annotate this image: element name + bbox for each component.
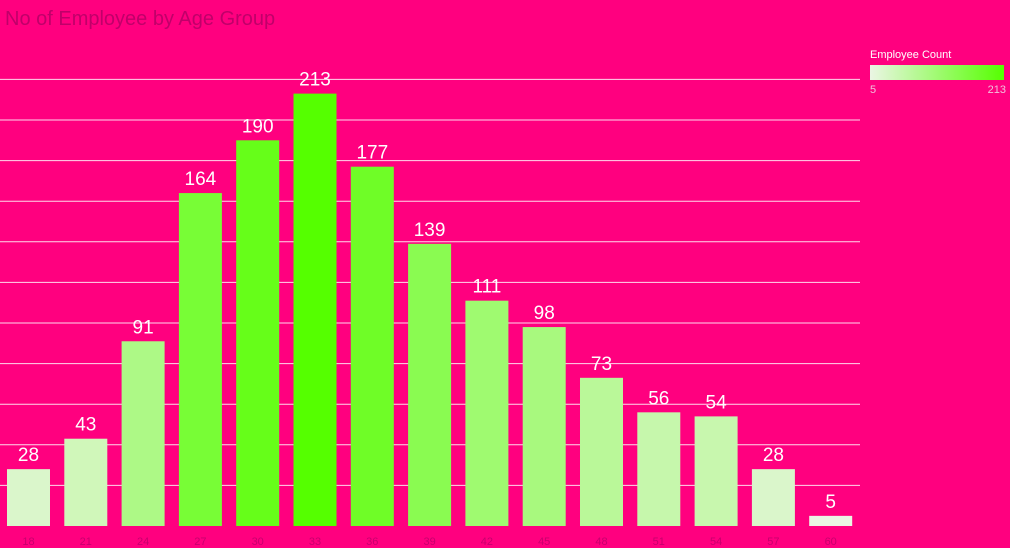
bar-age-57[interactable] xyxy=(751,469,795,526)
legend-max-label: 213 xyxy=(987,84,1006,96)
x-tick-label: 33 xyxy=(309,536,321,548)
bar-age-24[interactable] xyxy=(121,341,165,526)
x-tick-label: 39 xyxy=(423,536,435,548)
bar-value-label: 98 xyxy=(534,303,555,324)
bar-value-label: 5 xyxy=(825,492,836,513)
legend-gradient-bar xyxy=(870,65,1004,80)
bar-age-54[interactable] xyxy=(694,416,738,526)
legend-title: Employee Count xyxy=(870,49,952,61)
bar-value-label: 54 xyxy=(706,392,728,413)
bar-value-label: 73 xyxy=(591,354,612,375)
bar-value-label: 111 xyxy=(472,277,501,298)
x-tick-label: 27 xyxy=(194,536,206,548)
bar-age-36[interactable] xyxy=(350,166,394,526)
bar-value-label: 28 xyxy=(18,445,39,466)
x-tick-label: 42 xyxy=(481,536,493,548)
bar-age-60[interactable] xyxy=(809,515,853,526)
x-tick-label: 45 xyxy=(538,536,550,548)
color-legend: Employee Count 5 213 xyxy=(870,49,1006,96)
bar-age-51[interactable] xyxy=(637,412,681,526)
x-tick-label: 18 xyxy=(22,536,34,548)
x-tick-label: 57 xyxy=(767,536,779,548)
x-tick-label: 24 xyxy=(137,536,149,548)
x-tick-label: 21 xyxy=(80,536,92,548)
bar-value-label: 43 xyxy=(75,415,96,436)
x-tick-label: 36 xyxy=(366,536,378,548)
bar-age-42[interactable] xyxy=(465,300,509,526)
bar-age-27[interactable] xyxy=(178,193,222,526)
bar-age-33[interactable] xyxy=(293,93,337,527)
x-tick-label: 60 xyxy=(825,536,837,548)
x-tick-label: 54 xyxy=(710,536,722,548)
bar-age-39[interactable] xyxy=(408,243,452,526)
bar-value-label: 213 xyxy=(299,70,331,91)
bar-age-18[interactable] xyxy=(7,469,50,526)
bar-value-label: 91 xyxy=(133,317,154,338)
legend-min-label: 5 xyxy=(870,84,877,96)
bar-age-45[interactable] xyxy=(522,327,566,526)
bar-value-label: 139 xyxy=(414,220,446,241)
bar-value-label: 177 xyxy=(356,143,388,164)
legend-labels: 5 213 xyxy=(870,84,1006,96)
x-tick-label: 30 xyxy=(252,536,264,548)
bar-value-label: 56 xyxy=(648,388,669,409)
x-tick-label: 48 xyxy=(595,536,607,548)
bar-age-21[interactable] xyxy=(64,438,108,526)
x-tick-label: 51 xyxy=(653,536,665,548)
bar-value-label: 28 xyxy=(763,445,784,466)
chart-title: No of Employee by Age Group xyxy=(5,8,276,30)
bar-value-label: 190 xyxy=(242,116,274,137)
bar-age-30[interactable] xyxy=(236,140,280,527)
bar-age-48[interactable] xyxy=(580,377,623,526)
bar-value-label: 164 xyxy=(185,169,217,190)
